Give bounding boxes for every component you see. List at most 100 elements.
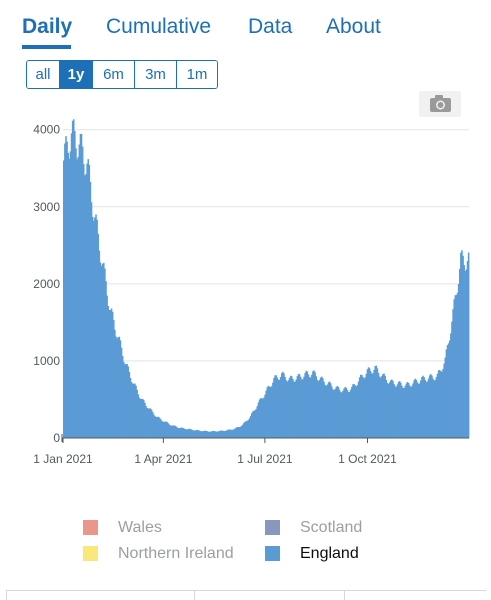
- bar-england: [440, 371, 442, 438]
- bar-england: [413, 380, 415, 438]
- bar-england: [362, 376, 364, 438]
- bar-england: [160, 420, 163, 438]
- bar-england: [141, 398, 144, 438]
- range-6m-button[interactable]: 6m: [93, 61, 135, 88]
- bar-england: [264, 394, 266, 438]
- bar-england: [275, 375, 277, 438]
- bar-england: [86, 163, 88, 438]
- bar-england: [423, 377, 425, 438]
- bar-england: [114, 329, 116, 438]
- bar-england: [288, 377, 291, 438]
- bar-england: [375, 365, 378, 438]
- bar-england: [190, 429, 193, 438]
- bar-england: [85, 174, 87, 438]
- bar-england: [136, 389, 138, 438]
- bar-england: [445, 349, 448, 438]
- bar-england: [450, 333, 452, 438]
- bar-england: [443, 363, 445, 438]
- bar-england: [225, 430, 227, 438]
- bar-england: [277, 379, 280, 438]
- bar-england: [296, 376, 299, 438]
- bar-england: [230, 429, 233, 438]
- bar-england: [373, 370, 375, 438]
- bar-england: [276, 377, 279, 438]
- bar-england: [215, 431, 217, 438]
- bar-england: [274, 375, 276, 438]
- bar-england: [298, 374, 301, 438]
- bar-england: [147, 408, 150, 438]
- bar-england: [262, 398, 264, 438]
- bar-england: [64, 143, 66, 438]
- bar-england: [162, 421, 164, 438]
- tab-cumulative[interactable]: Cumulative: [106, 15, 212, 38]
- bar-england: [155, 416, 157, 438]
- y-tick-label: 4000: [33, 123, 60, 137]
- bar-england: [73, 119, 75, 438]
- bar-england: [272, 382, 274, 438]
- tab-daily[interactable]: Daily: [22, 15, 73, 38]
- bar-england: [153, 414, 155, 438]
- range-1m-button[interactable]: 1m: [177, 61, 217, 88]
- y-tick-label: 1000: [33, 354, 60, 368]
- bar-england: [182, 427, 184, 438]
- bar-england: [406, 381, 409, 438]
- bar-england: [224, 430, 226, 438]
- bar-england: [452, 309, 454, 438]
- bar-england: [318, 379, 321, 438]
- bar-england: [338, 389, 341, 438]
- bar-england: [187, 429, 190, 438]
- bar-england: [209, 431, 212, 438]
- bar-england: [367, 367, 370, 438]
- footer-divider-mark: [344, 591, 345, 600]
- legend-swatch-england: [265, 546, 280, 561]
- bar-england: [368, 368, 371, 438]
- download-image-button[interactable]: [419, 91, 461, 117]
- bar-england: [129, 377, 132, 438]
- bar-england: [216, 431, 219, 438]
- range-1y-button[interactable]: 1y: [60, 61, 93, 88]
- bar-england: [146, 407, 148, 438]
- bar-england: [240, 425, 243, 438]
- bar-england: [202, 431, 204, 438]
- bar-england: [411, 386, 413, 438]
- bar-england: [139, 398, 142, 438]
- bar-england: [343, 388, 345, 438]
- bar-england: [461, 250, 463, 438]
- footer-divider-mark: [6, 591, 7, 600]
- bar-england: [267, 385, 270, 438]
- bar-england: [313, 370, 315, 438]
- bar-england: [188, 428, 191, 438]
- tab-about[interactable]: About: [326, 15, 381, 38]
- range-all-button[interactable]: all: [27, 61, 60, 88]
- bar-england: [217, 431, 220, 438]
- bar-england: [235, 427, 237, 438]
- bar-england: [447, 343, 450, 438]
- bar-england: [183, 428, 185, 438]
- bar-england: [138, 397, 141, 438]
- bar-england: [378, 376, 381, 438]
- bar-england: [465, 269, 468, 438]
- bar-england: [199, 431, 202, 438]
- bar-england: [333, 390, 335, 438]
- bar-england: [376, 368, 379, 438]
- bar-england: [467, 252, 470, 438]
- bar-england: [78, 144, 81, 438]
- bar-england: [303, 376, 305, 438]
- bar-england: [405, 383, 408, 438]
- bar-england: [371, 373, 373, 438]
- bar-england: [204, 430, 206, 438]
- bar-england: [110, 308, 113, 438]
- range-3m-button[interactable]: 3m: [135, 61, 177, 88]
- bar-england: [425, 381, 428, 438]
- bar-england: [312, 371, 314, 438]
- y-axis-labels: 0 1000 2000 3000 4000: [33, 123, 60, 445]
- bar-england: [88, 164, 91, 438]
- bar-england: [402, 387, 404, 438]
- x-tick-label: 1 Jan 2021: [33, 452, 93, 466]
- bar-england: [121, 355, 124, 438]
- legend-swatch-scotland: [265, 520, 280, 535]
- bar-england: [316, 379, 319, 438]
- bar-england: [358, 377, 361, 438]
- bar-england: [228, 429, 231, 438]
- tab-data[interactable]: Data: [248, 15, 293, 38]
